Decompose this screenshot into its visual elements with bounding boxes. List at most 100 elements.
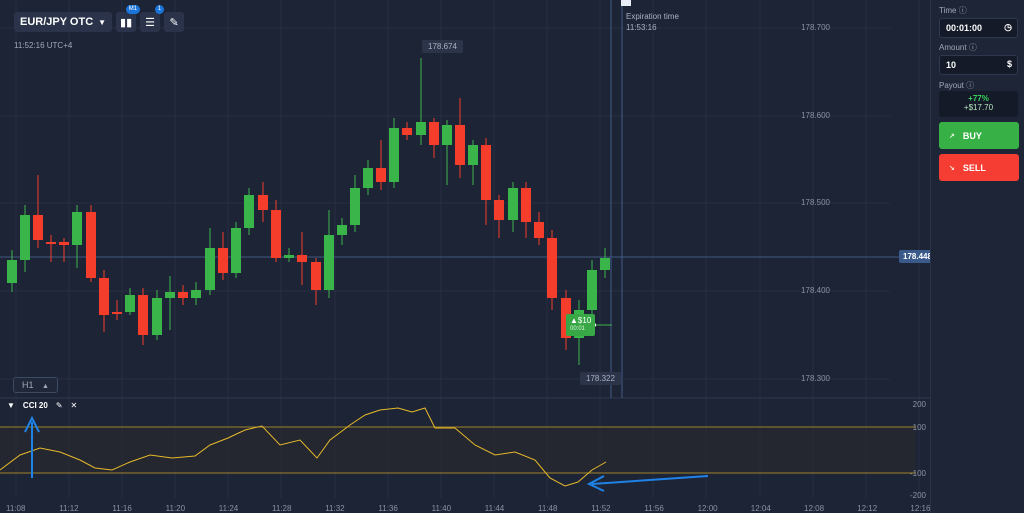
candle-body	[152, 298, 162, 335]
x-tick: 11:12	[59, 504, 79, 513]
x-tick: 12:08	[804, 504, 825, 513]
candle-body	[337, 225, 347, 235]
candle-body	[600, 258, 610, 270]
candle-body	[297, 255, 307, 262]
expiration-info: Expiration time 11:53:16	[626, 11, 679, 33]
candle-body	[508, 188, 518, 220]
candle-body	[99, 278, 109, 315]
payout-percent: +77%	[968, 94, 989, 103]
buy-button[interactable]: ↗ BUY	[939, 122, 1019, 149]
cci-tick: -100	[909, 469, 926, 478]
y-tick: 178.600	[801, 111, 830, 120]
candle-body	[20, 215, 30, 260]
expiration-time: 11:53:16	[626, 23, 657, 32]
x-tick: 11:20	[165, 504, 186, 513]
x-tick: 11:48	[538, 504, 558, 513]
trade-amount: ▲$10	[570, 316, 592, 325]
annotation-arrowhead	[24, 415, 40, 433]
candle-body	[521, 188, 531, 222]
x-tick: 11:24	[218, 504, 239, 513]
chevron-down-icon: ▼	[98, 17, 107, 27]
help-icon: ⓘ	[958, 6, 967, 15]
time-input[interactable]: 00:01:00 ◷	[939, 18, 1018, 38]
chart-canvas[interactable]	[0, 0, 930, 513]
timeframe-label: H1	[22, 380, 34, 390]
y-tick: 178.500	[801, 198, 830, 207]
candle-body	[59, 242, 69, 245]
candle-body	[72, 212, 82, 245]
indicators-badge: 1	[154, 5, 165, 14]
candle-body	[218, 248, 228, 273]
close-icon[interactable]: ✕	[70, 401, 78, 410]
cci-tick: 100	[912, 423, 926, 432]
candle-body	[494, 200, 504, 220]
x-tick: 11:16	[112, 504, 132, 513]
help-icon: ⓘ	[968, 43, 977, 52]
y-tick: 178.400	[801, 286, 830, 295]
candle-body	[534, 222, 544, 238]
candle-body	[429, 122, 439, 145]
amount-label: Amount ⓘ	[939, 43, 977, 52]
candle-body	[7, 260, 17, 283]
chart-toolbar: EUR/JPY OTC ▼ ▮▮ M1 ☰ 1 ✎	[14, 5, 185, 32]
indicator-name: CCI 20	[22, 401, 48, 410]
server-clock: 11:52:16 UTC+4	[14, 41, 73, 50]
brush-icon: ✎	[169, 16, 179, 29]
drawing-tools-button[interactable]: ✎	[164, 12, 185, 32]
candle-body	[376, 168, 386, 182]
high-price-label: 178.674	[422, 40, 463, 53]
candle-body	[165, 292, 175, 298]
sell-button[interactable]: ↘ SELL	[939, 154, 1019, 181]
candle-body	[271, 210, 281, 258]
annotation-arrowhead	[586, 475, 605, 492]
low-price-label: 178.322	[580, 372, 621, 385]
x-tick: 11:08	[6, 504, 26, 513]
dollar-icon: $	[1006, 59, 1012, 69]
candle-body	[112, 312, 122, 314]
candle-body	[442, 125, 452, 145]
price-chart[interactable]: EUR/JPY OTC ▼ ▮▮ M1 ☰ 1 ✎ 11:52:16 UTC+4…	[0, 0, 936, 513]
candle-body	[258, 195, 268, 210]
x-tick: 11:40	[431, 504, 452, 513]
x-tick: 12:04	[750, 504, 771, 513]
candle-body	[205, 248, 215, 290]
candle-body	[389, 128, 399, 182]
candle-body	[416, 122, 426, 135]
candle-body	[587, 270, 597, 310]
x-tick: 12:00	[697, 504, 718, 513]
cci-tick: 200	[912, 400, 926, 409]
amount-input[interactable]: 10 $	[939, 55, 1018, 75]
candle-body	[33, 215, 43, 240]
candle-body	[455, 125, 465, 165]
candle-body	[311, 262, 321, 290]
indicators-button[interactable]: ☰ 1	[140, 5, 165, 32]
candle-body	[468, 145, 478, 165]
trade-timer: 00:01	[570, 326, 586, 332]
open-trade-marker[interactable]: ▲$10 00:01	[566, 314, 596, 336]
x-tick: 11:28	[272, 504, 292, 513]
buy-label: BUY	[962, 130, 982, 141]
sell-label: SELL	[962, 162, 986, 173]
payout-box: +77% +$17.70	[939, 91, 1018, 117]
candle-body	[350, 188, 360, 225]
candle-body	[125, 295, 135, 312]
candle-body	[284, 255, 294, 258]
x-tick: 12:16	[910, 504, 931, 513]
asset-pair-label: EUR/JPY OTC	[20, 16, 94, 28]
edit-icon[interactable]: ✎	[55, 401, 63, 410]
x-tick: 11:36	[378, 504, 398, 513]
cci-band	[0, 427, 916, 473]
timeframe-selector[interactable]: H1 ▲	[13, 377, 58, 393]
annotation-arrow-left	[591, 475, 709, 485]
candle-body	[231, 228, 241, 273]
candle-body	[138, 295, 148, 335]
asset-selector[interactable]: EUR/JPY OTC ▼	[14, 12, 113, 32]
candle-body	[547, 238, 557, 298]
indicator-bar: ▼ CCI 20 ✎ ✕	[7, 401, 77, 410]
collapse-icon[interactable]: ▼	[7, 401, 15, 410]
x-tick: 11:52	[591, 504, 611, 513]
expiration-title: Expiration time	[626, 12, 679, 21]
help-icon: ⓘ	[966, 81, 975, 90]
chart-type-button[interactable]: ▮▮ M1	[116, 5, 141, 32]
arrow-up-right-icon: ↗	[949, 132, 955, 140]
